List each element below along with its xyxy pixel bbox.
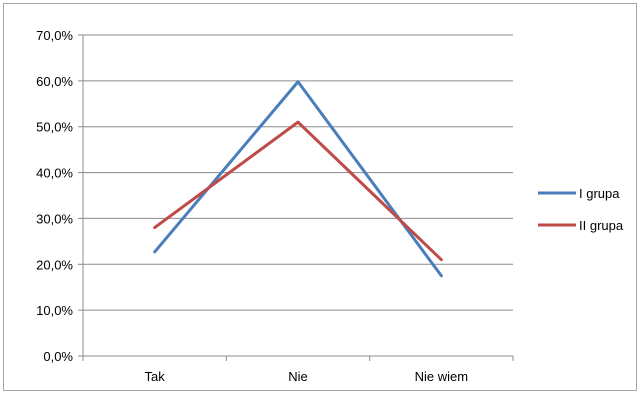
y-tick-label: 10,0% xyxy=(36,303,73,318)
legend-label: II grupa xyxy=(579,218,624,233)
series-line-1 xyxy=(153,80,443,278)
y-tick-label: 30,0% xyxy=(36,211,73,226)
y-tick-label: 40,0% xyxy=(36,166,73,181)
series-line-2 xyxy=(153,120,443,262)
y-tick-label: 0,0% xyxy=(43,349,73,364)
x-tick-label: Tak xyxy=(145,369,166,384)
x-tick-label: Nie xyxy=(288,369,308,384)
y-tick-label: 20,0% xyxy=(36,257,73,272)
chart-frame xyxy=(3,3,637,391)
x-tick-label: Nie wiem xyxy=(415,369,468,384)
y-tick-label: 60,0% xyxy=(36,74,73,89)
y-tick-label: 50,0% xyxy=(36,120,73,135)
legend-label: I grupa xyxy=(579,186,620,201)
y-tick-label: 70,0% xyxy=(36,28,73,43)
